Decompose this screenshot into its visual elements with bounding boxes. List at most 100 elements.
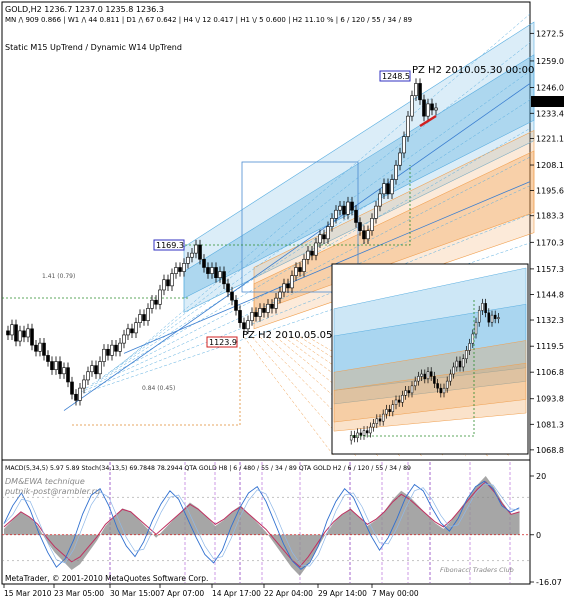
candle-body — [22, 330, 26, 338]
inset-candle-body — [433, 376, 436, 384]
inset-candle-body — [493, 314, 497, 319]
candle-body — [278, 291, 282, 299]
inset-candle-body — [481, 303, 484, 311]
inset-candle-body — [365, 430, 369, 434]
candle-body — [30, 328, 34, 346]
candle-body — [330, 218, 334, 227]
candle-body — [86, 371, 90, 381]
candle-body — [90, 365, 94, 373]
candle-body — [158, 289, 162, 305]
inset-candles — [349, 298, 500, 445]
time-tick-label: 23 Mar 05:00 — [54, 589, 104, 598]
candle-body — [150, 299, 154, 309]
candle-body — [34, 344, 38, 352]
inset-candle-body — [477, 310, 481, 323]
time-tick-label: 7 May 00:00 — [372, 589, 419, 598]
price-tick-label: 1144.8 — [536, 290, 564, 299]
candle-body — [298, 267, 302, 272]
inset-candle-body — [410, 385, 414, 394]
candle-body — [418, 83, 422, 101]
fan-blue-line — [85, 185, 531, 389]
candle-body — [54, 361, 58, 371]
price-tick-label: 1106.8 — [536, 368, 564, 377]
time-tick-label: 22 Apr 04:00 — [264, 589, 313, 598]
inset-candle-body — [468, 343, 471, 351]
candle-body — [190, 252, 194, 258]
candle-body — [422, 99, 426, 117]
candle-body — [182, 263, 186, 272]
inset-candle-body — [362, 430, 366, 436]
red-projection-mark — [419, 114, 437, 128]
stoch-main-line — [3, 480, 520, 570]
candle-body — [178, 267, 182, 272]
candle-body — [42, 342, 46, 356]
price-tick-label: 1272.5 — [536, 29, 564, 38]
fan-blue-line — [115, 42, 531, 368]
candle-body — [402, 136, 406, 154]
header-line1: GOLD,H2 1236.7 1237.0 1235.8 1236.3 — [5, 5, 164, 14]
inset-candle-body — [452, 366, 455, 375]
price-tick-label: 1233.4 — [536, 109, 564, 118]
inset-candle-body — [429, 371, 433, 377]
candle-body — [430, 103, 434, 111]
candle-body — [286, 283, 290, 289]
inset-candle-body — [369, 426, 372, 434]
candle-body — [210, 267, 214, 274]
trend-line-lower — [123, 181, 531, 354]
current-price-tag: 1236.3 — [531, 96, 564, 107]
pz-box-blue — [241, 161, 359, 293]
inset-candle-body — [445, 380, 449, 389]
candle-body — [374, 205, 378, 219]
inset-candle-body — [417, 376, 420, 382]
candle-body — [334, 209, 338, 219]
inset-candle-body — [471, 333, 475, 344]
time-tick-label: 30 Mar 15:00 — [110, 589, 160, 598]
inset-candle-body — [394, 399, 398, 405]
inset-candle-body — [404, 390, 407, 396]
tag-low-text: 1123.9 — [209, 338, 237, 347]
pz-lower-label: PZ H2 2010.05.05 — [242, 330, 332, 341]
current-price-text: 1236.3 — [535, 97, 563, 106]
inset-candle-body — [426, 371, 430, 380]
inset-candle-body — [484, 303, 487, 314]
inset-candle-body — [465, 350, 468, 359]
inset-candle-body — [397, 399, 401, 403]
price-tick-label: 1170.3 — [536, 238, 564, 247]
inset-candle-body — [378, 418, 382, 422]
candle-body — [10, 324, 14, 336]
candle-body — [94, 365, 98, 375]
candle-body — [74, 393, 78, 401]
inset-candle-body — [388, 409, 391, 413]
fan-blue-line — [79, 214, 531, 393]
candle-body — [234, 299, 238, 311]
indicator-pane[interactable] — [1, 459, 531, 585]
trend-line-main — [63, 83, 531, 411]
fib-lower-label: 0.84 (0.45) — [142, 385, 175, 392]
candle-body — [118, 342, 122, 352]
candle-body — [110, 344, 114, 356]
candle-body — [314, 242, 318, 256]
inset-candle-body — [497, 317, 500, 319]
candle-body — [370, 218, 374, 231]
time-axis: 15 Mar 2010 23 Mar 05:00 30 Mar 15:00 7 Apr… — [3, 584, 419, 598]
candle-body — [126, 328, 130, 336]
candle-body — [270, 303, 274, 309]
inset-candle-body — [420, 373, 423, 377]
candle-body — [202, 258, 206, 268]
inset-candle-body — [449, 373, 452, 382]
inset-candle-body — [375, 418, 379, 424]
candle-body — [254, 312, 258, 317]
fan-blue-line — [121, 13, 531, 364]
candle-body — [302, 258, 306, 272]
time-tick-label: 7 Apr 07:00 — [160, 589, 204, 598]
header-line3: Static M15 UpTrend / Dynamic W14 UpTrend — [5, 43, 182, 52]
inset-candle-body — [391, 404, 395, 413]
candle-body — [102, 348, 106, 362]
time-tick-label: 29 Apr 14:00 — [318, 589, 367, 598]
price-axis: 1272.5 1259.0 1246.0 1233.4 1221.1 1208.1 1195… — [530, 29, 564, 455]
inset-zoom-window[interactable] — [331, 263, 529, 455]
candle-body — [70, 381, 74, 395]
inset-candle-body — [442, 387, 446, 394]
candle-body — [186, 256, 190, 264]
inset-candle-body — [359, 432, 363, 436]
